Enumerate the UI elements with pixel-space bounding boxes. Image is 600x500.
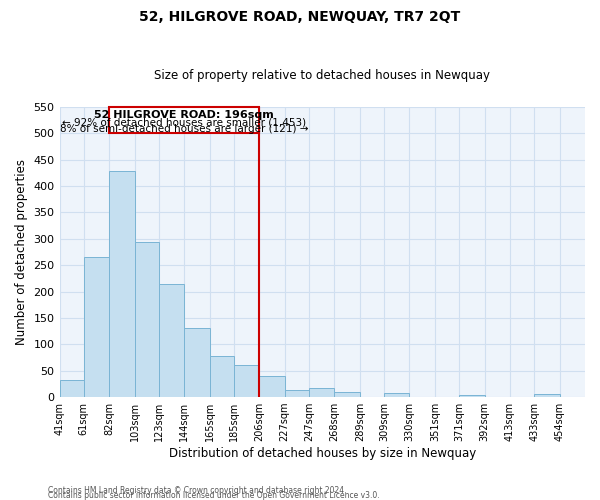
Bar: [259, 376, 285, 397]
Bar: [234, 366, 259, 397]
X-axis label: Distribution of detached houses by size in Newquay: Distribution of detached houses by size …: [169, 447, 476, 460]
Title: Size of property relative to detached houses in Newquay: Size of property relative to detached ho…: [154, 69, 490, 82]
Text: ← 92% of detached houses are smaller (1,453): ← 92% of detached houses are smaller (1,…: [62, 118, 307, 128]
Bar: [309, 388, 334, 397]
Text: 8% of semi-detached houses are larger (121) →: 8% of semi-detached houses are larger (1…: [60, 124, 308, 134]
Bar: [334, 392, 360, 397]
Text: Contains HM Land Registry data © Crown copyright and database right 2024.: Contains HM Land Registry data © Crown c…: [48, 486, 347, 495]
Bar: [384, 393, 409, 397]
Y-axis label: Number of detached properties: Number of detached properties: [15, 159, 28, 345]
Bar: [534, 394, 560, 397]
Bar: [459, 395, 485, 397]
Bar: [184, 328, 209, 397]
FancyBboxPatch shape: [109, 107, 259, 133]
Bar: [159, 284, 184, 397]
Bar: [209, 356, 234, 397]
Bar: [134, 242, 159, 397]
Bar: [59, 380, 84, 397]
Text: Contains public sector information licensed under the Open Government Licence v3: Contains public sector information licen…: [48, 491, 380, 500]
Bar: [109, 171, 134, 397]
Bar: [84, 257, 109, 397]
Bar: [285, 390, 309, 397]
Text: 52 HILGROVE ROAD: 196sqm: 52 HILGROVE ROAD: 196sqm: [94, 110, 274, 120]
Text: 52, HILGROVE ROAD, NEWQUAY, TR7 2QT: 52, HILGROVE ROAD, NEWQUAY, TR7 2QT: [139, 10, 461, 24]
